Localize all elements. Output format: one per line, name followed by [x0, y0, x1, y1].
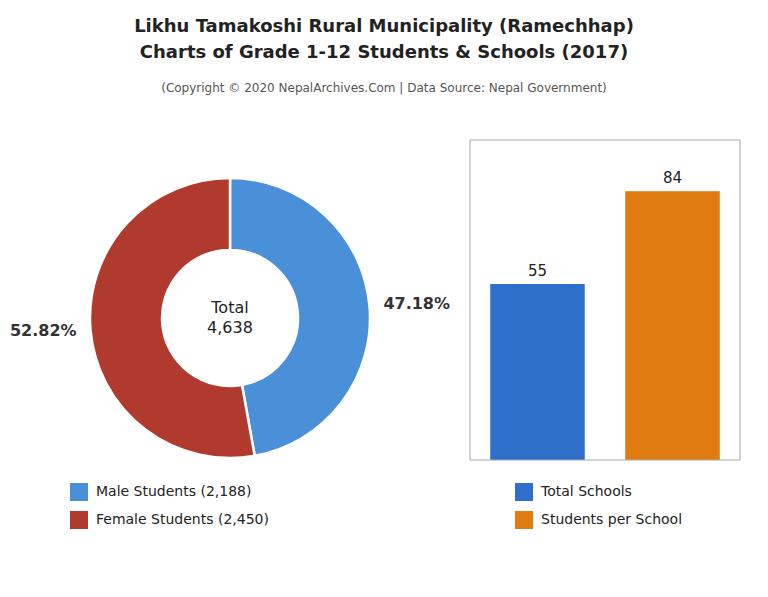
data-label: 47.18% — [383, 294, 450, 313]
bars — [490, 191, 720, 460]
legend-label: Female Students (2,450) — [96, 511, 269, 527]
bar — [490, 284, 585, 460]
background — [0, 0, 768, 597]
bar — [625, 191, 720, 460]
subtitle: (Copyright © 2020 NepalArchives.Com | Da… — [161, 81, 607, 95]
legend-swatch — [70, 511, 88, 529]
title: Likhu Tamakoshi Rural Municipality (Rame… — [134, 15, 634, 62]
text-line: Total — [210, 298, 248, 317]
title-line: Likhu Tamakoshi Rural Municipality (Rame… — [134, 15, 634, 36]
legend-label: Students per School — [541, 511, 682, 527]
legend-swatch — [515, 483, 533, 501]
data-label: 55 — [528, 262, 547, 280]
plot-frame — [470, 140, 740, 460]
title-line: Charts of Grade 1-12 Students & Schools … — [140, 41, 628, 62]
donut-wedge — [90, 178, 255, 458]
chart-root: Likhu Tamakoshi Rural Municipality (Rame… — [0, 0, 768, 597]
center-label: Total4,638 — [207, 298, 253, 337]
legend-label: Total Schools — [540, 483, 632, 499]
legend-swatch — [70, 483, 88, 501]
data-label: 52.82% — [10, 321, 77, 340]
pie — [90, 178, 370, 458]
text-line: 4,638 — [207, 318, 253, 337]
legend-swatch — [515, 511, 533, 529]
legend-label: Male Students (2,188) — [96, 483, 251, 499]
data-label: 84 — [663, 169, 682, 187]
